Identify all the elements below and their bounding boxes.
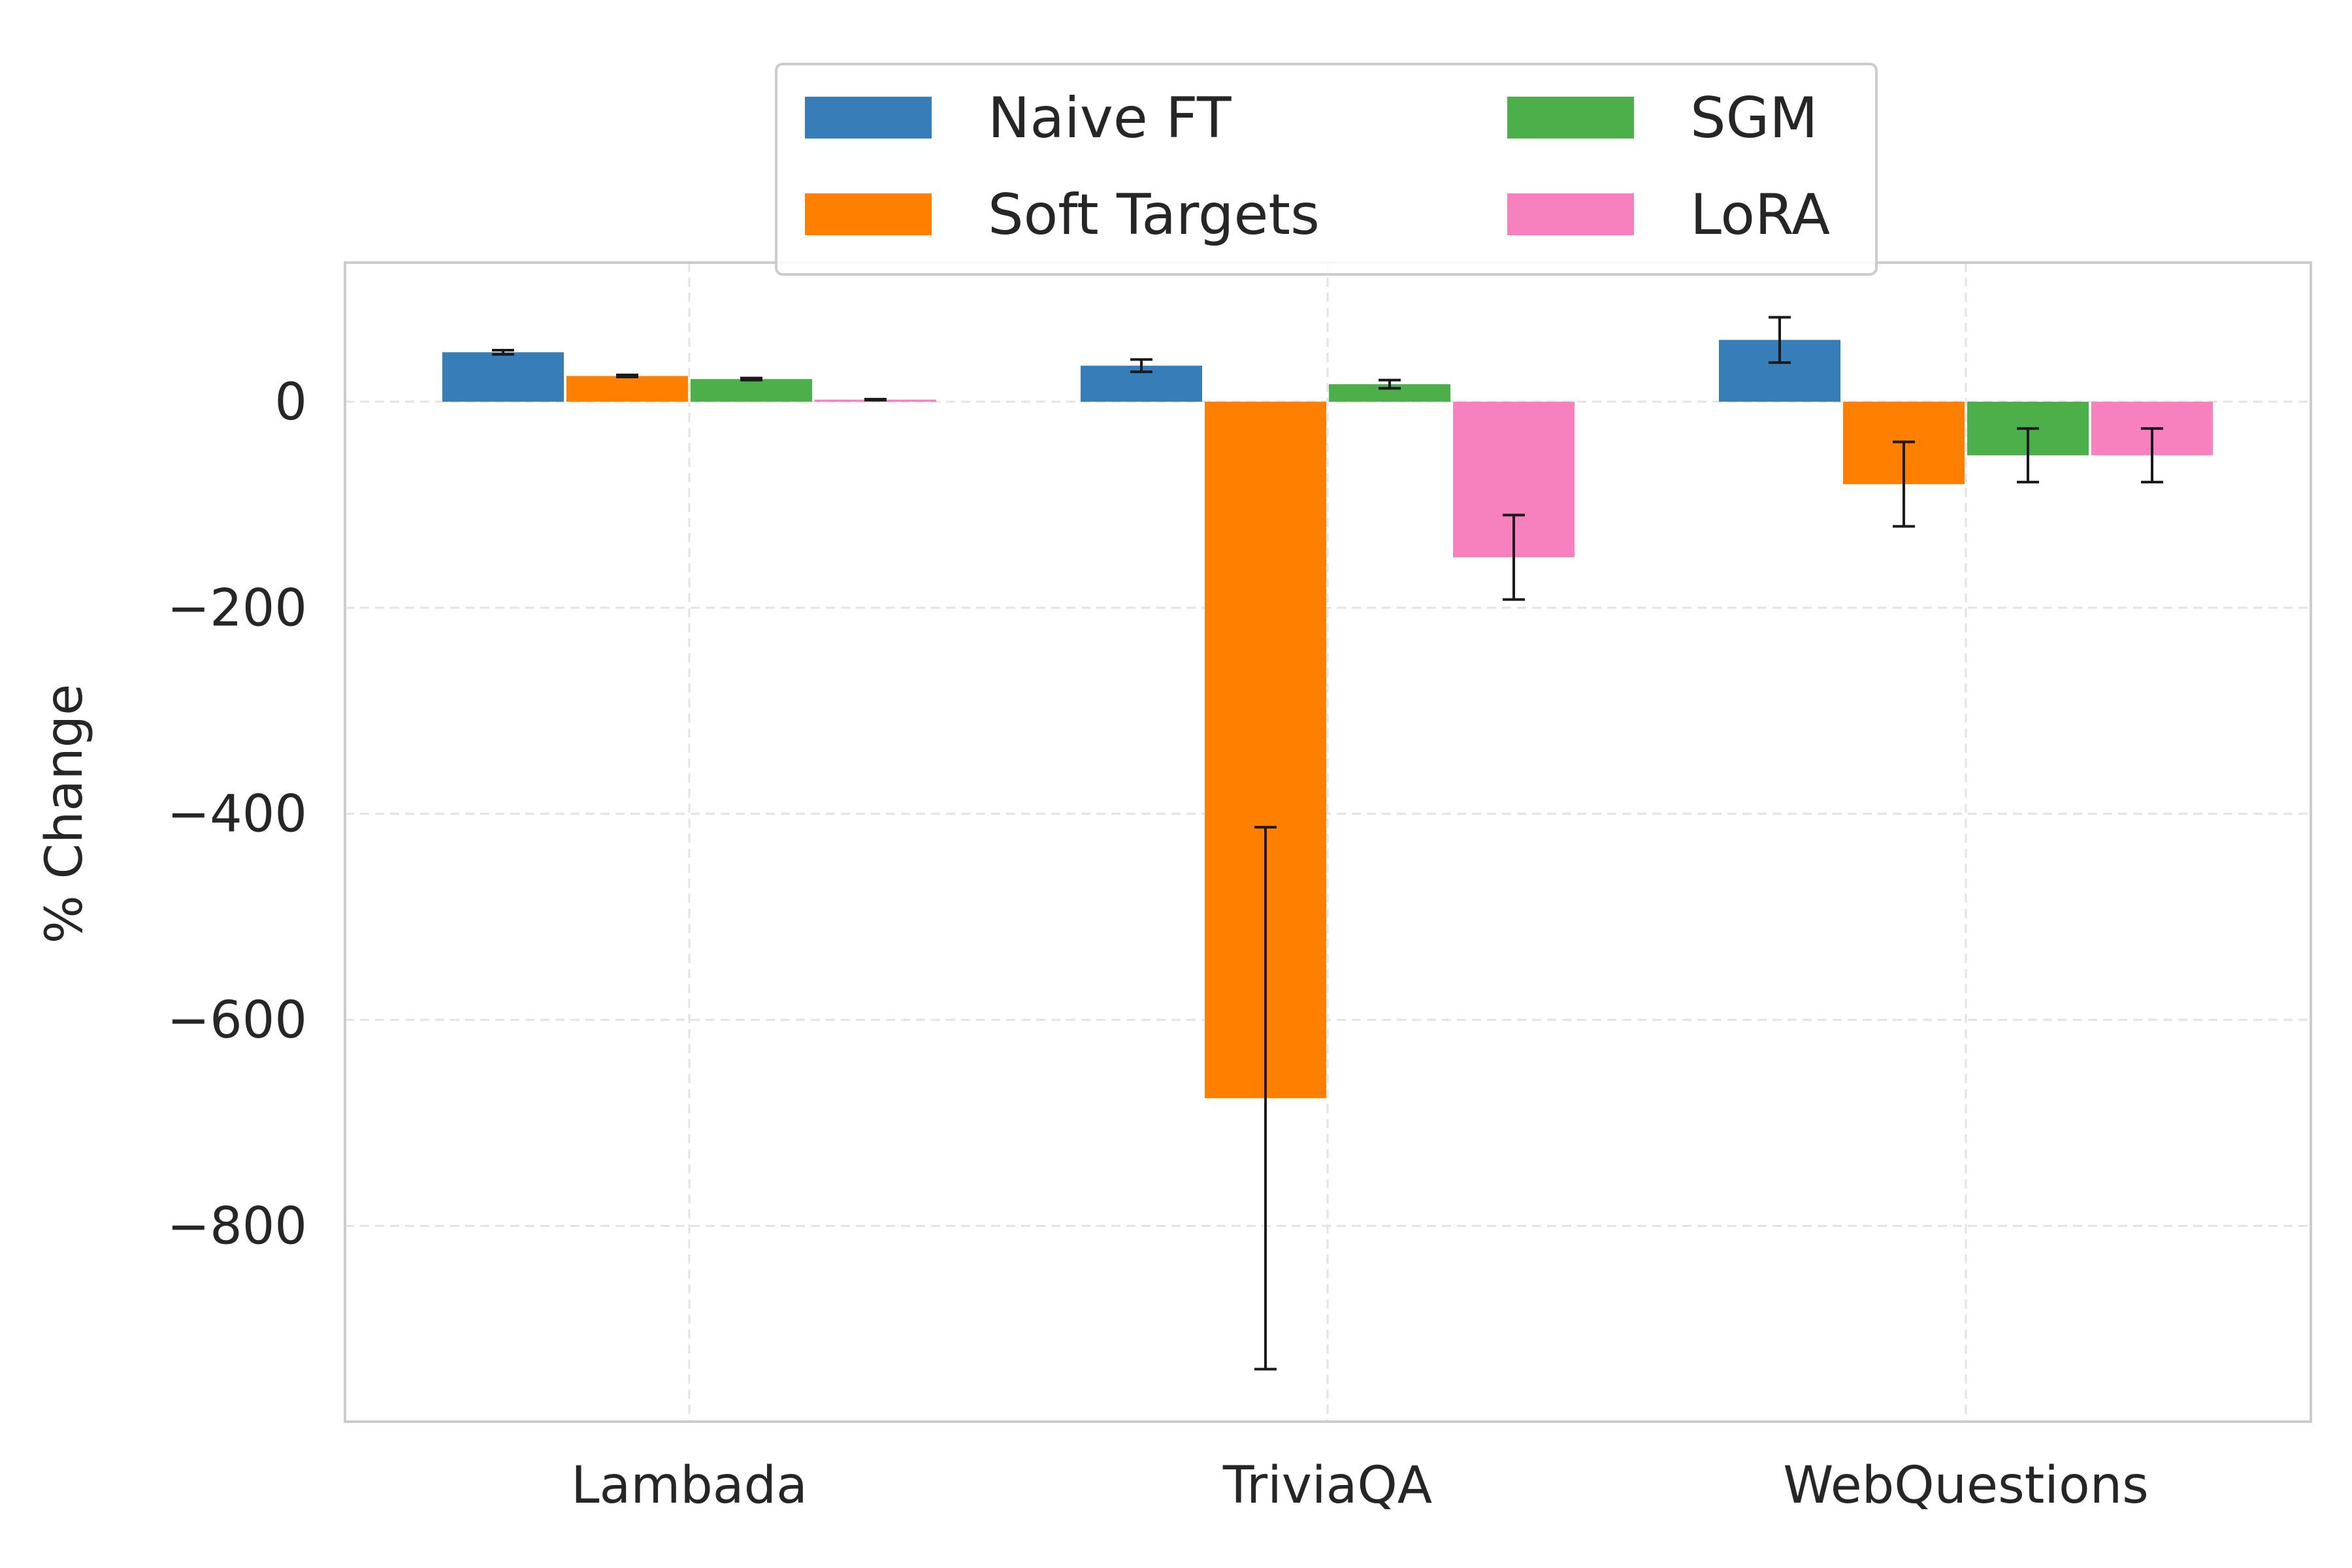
legend-label: Soft Targets [988, 182, 1320, 248]
error-bar [740, 376, 762, 382]
legend-item: SGM [1507, 86, 1818, 151]
legend-label: SGM [1690, 86, 1818, 151]
legend: Naive FT Soft Targets SGM LoRA [775, 63, 1878, 276]
legend-item: Soft Targets [805, 182, 1320, 248]
legend-label: LoRA [1690, 182, 1830, 248]
error-bar [1893, 440, 1915, 528]
x-tick-label: Lambada [571, 1456, 808, 1515]
bar-sgm-lambada [691, 379, 812, 402]
error-bar [1769, 316, 1791, 364]
error-bars [492, 316, 2163, 1371]
legend-swatch [1507, 97, 1634, 139]
y-tick-label: −800 [167, 1197, 307, 1256]
y-tick-label: −600 [167, 991, 307, 1050]
legend-swatch [805, 97, 932, 139]
y-tick-label: −200 [167, 579, 307, 638]
legend-item: LoRA [1507, 182, 1830, 248]
x-tick-label: TriviaQA [1222, 1456, 1432, 1515]
legend-swatch [805, 193, 932, 235]
error-bar [616, 373, 638, 379]
error-bar [1379, 378, 1401, 390]
legend-label: Naive FT [988, 86, 1232, 151]
y-axis-label: % Change [35, 684, 94, 944]
bar-naive-ft-lambada [442, 352, 564, 402]
error-bar [2141, 427, 2163, 483]
bar-soft-targets-lambada [566, 376, 688, 402]
x-tick-label: WebQuestions [1783, 1456, 2149, 1515]
error-bar [492, 349, 514, 356]
x-ticks: Lambada TriviaQA WebQuestions [571, 1456, 2149, 1515]
legend-swatch [1507, 193, 1634, 235]
error-bar [2017, 427, 2039, 483]
legend-item: Naive FT [805, 86, 1232, 151]
y-tick-label: 0 [274, 373, 307, 432]
y-ticks: 0 −200 −400 −600 −800 [167, 373, 307, 1256]
y-tick-label: −400 [167, 785, 307, 844]
error-bar [864, 397, 887, 402]
error-bar [1130, 358, 1152, 374]
error-bar [1503, 514, 1525, 601]
error-bar [1254, 826, 1277, 1371]
grid-lines [345, 263, 2311, 1422]
